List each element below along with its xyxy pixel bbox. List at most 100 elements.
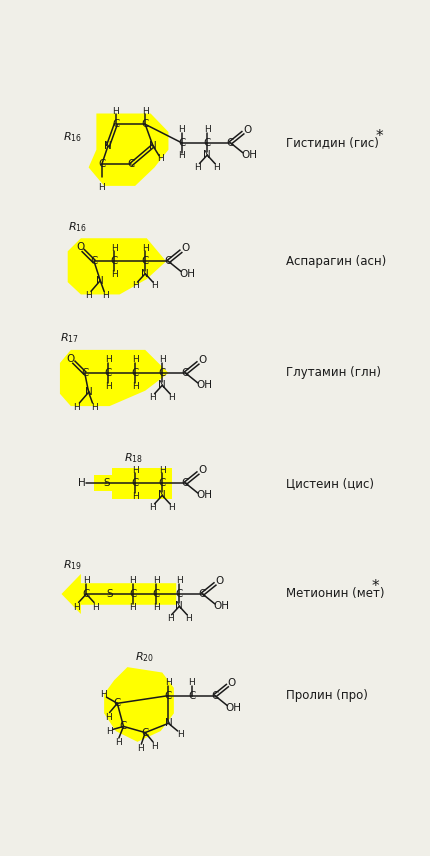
- Text: *: *: [375, 129, 383, 144]
- Text: H: H: [111, 244, 117, 253]
- Text: H: H: [194, 163, 201, 172]
- Text: H: H: [204, 125, 211, 134]
- Text: C: C: [141, 728, 149, 738]
- Text: OH: OH: [196, 490, 212, 501]
- Text: H: H: [151, 282, 158, 290]
- Text: *: *: [372, 579, 379, 594]
- Text: C: C: [90, 256, 98, 266]
- Text: O: O: [243, 125, 252, 134]
- Text: H: H: [132, 355, 138, 365]
- Text: H: H: [83, 576, 90, 586]
- Text: C: C: [141, 119, 149, 129]
- Text: H: H: [142, 244, 149, 253]
- Text: C: C: [211, 691, 218, 700]
- Text: N: N: [104, 141, 112, 151]
- Text: H: H: [85, 292, 92, 300]
- Text: H: H: [157, 154, 164, 163]
- Text: C: C: [159, 479, 166, 488]
- Polygon shape: [89, 114, 169, 186]
- Text: H: H: [132, 382, 138, 390]
- Text: OH: OH: [179, 269, 195, 279]
- Text: C: C: [203, 138, 211, 148]
- Text: H: H: [104, 713, 111, 722]
- Text: OH: OH: [196, 380, 212, 390]
- Text: C: C: [159, 368, 166, 378]
- Text: N: N: [149, 141, 157, 151]
- Text: C: C: [132, 479, 139, 488]
- Text: H: H: [132, 491, 138, 501]
- Text: C: C: [104, 368, 112, 378]
- Text: O: O: [215, 576, 224, 586]
- Text: C: C: [182, 368, 189, 378]
- Text: H: H: [188, 678, 195, 687]
- Text: H: H: [153, 603, 160, 611]
- Text: H: H: [132, 466, 138, 474]
- Text: C: C: [165, 691, 172, 700]
- Text: C: C: [83, 589, 90, 599]
- Text: H: H: [150, 393, 157, 402]
- Text: H: H: [98, 183, 105, 192]
- Text: Пролин (про): Пролин (про): [286, 689, 368, 702]
- Text: C: C: [182, 479, 189, 488]
- Text: $R_{19}$: $R_{19}$: [63, 558, 82, 572]
- Text: C: C: [111, 256, 118, 266]
- Text: H: H: [129, 603, 136, 611]
- Text: S: S: [106, 589, 113, 599]
- Text: S: S: [103, 479, 110, 488]
- Text: H: H: [177, 730, 184, 740]
- Text: O: O: [198, 465, 207, 475]
- Text: H: H: [178, 152, 185, 160]
- Text: C: C: [81, 368, 89, 378]
- Text: H: H: [74, 603, 80, 611]
- Text: N: N: [175, 601, 183, 611]
- Text: H: H: [132, 282, 139, 290]
- Text: H: H: [168, 393, 175, 402]
- Text: N: N: [203, 150, 211, 160]
- Text: Цистеин (цис): Цистеин (цис): [286, 477, 374, 490]
- Text: N: N: [158, 490, 166, 501]
- Text: C: C: [165, 256, 172, 266]
- Polygon shape: [61, 574, 176, 614]
- Text: C: C: [129, 589, 136, 599]
- Text: H: H: [176, 576, 183, 586]
- Text: C: C: [120, 722, 127, 731]
- Text: $R_{17}$: $R_{17}$: [60, 331, 79, 345]
- Text: OH: OH: [213, 601, 229, 611]
- Text: H: H: [111, 270, 117, 279]
- Text: H: H: [129, 576, 136, 586]
- Text: O: O: [76, 242, 84, 253]
- Text: C: C: [175, 589, 183, 599]
- Text: H: H: [92, 603, 99, 611]
- Text: OH: OH: [241, 150, 257, 160]
- Text: C: C: [132, 368, 139, 378]
- Text: N: N: [85, 387, 92, 397]
- Text: $R_{20}$: $R_{20}$: [135, 651, 154, 664]
- Text: $R_{16}$: $R_{16}$: [63, 130, 82, 144]
- Text: N: N: [158, 380, 166, 390]
- Text: C: C: [141, 256, 149, 266]
- Text: H: H: [137, 744, 144, 753]
- Text: H: H: [104, 355, 111, 365]
- Text: H: H: [91, 403, 98, 412]
- Text: H: H: [185, 614, 192, 623]
- Polygon shape: [68, 238, 166, 294]
- Text: H: H: [178, 125, 185, 134]
- Text: H: H: [168, 503, 175, 512]
- Text: C: C: [227, 138, 234, 148]
- Text: C: C: [114, 698, 121, 708]
- Text: N: N: [96, 276, 104, 286]
- Text: H: H: [142, 107, 149, 116]
- Text: C: C: [152, 589, 160, 599]
- Text: OH: OH: [226, 703, 242, 713]
- Text: H: H: [106, 727, 113, 735]
- Text: C: C: [199, 589, 206, 599]
- Text: $R_{18}$: $R_{18}$: [123, 451, 142, 465]
- Polygon shape: [104, 667, 174, 742]
- Text: O: O: [181, 243, 190, 253]
- Text: H: H: [102, 292, 109, 300]
- Text: Метионин (мет): Метионин (мет): [286, 587, 385, 600]
- Text: H: H: [78, 479, 86, 488]
- Text: Гистидин (гис): Гистидин (гис): [286, 136, 379, 149]
- Text: H: H: [151, 742, 158, 751]
- Text: C: C: [98, 159, 105, 169]
